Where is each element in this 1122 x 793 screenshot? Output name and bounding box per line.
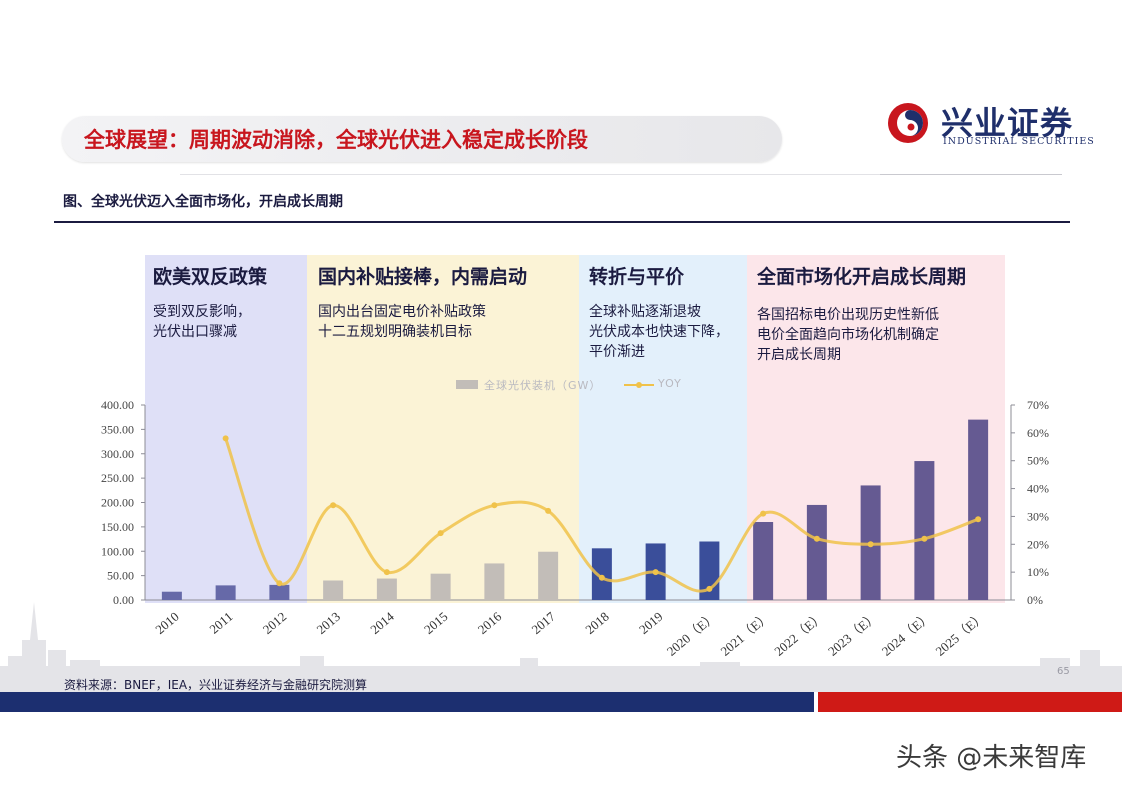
- left-axis-tick-label: 50.00: [107, 569, 134, 583]
- logo-chinese-name: 兴业证券: [941, 104, 1074, 142]
- footer-bar-blue: [0, 692, 814, 712]
- right-axis-tick-label: 0%: [1027, 593, 1043, 607]
- footer-bar-red: [818, 692, 1122, 712]
- bar-2021（E）: [753, 522, 774, 600]
- bar-2011: [215, 585, 236, 600]
- bar-2013: [323, 580, 344, 600]
- right-axis-tick-label: 50%: [1027, 454, 1049, 468]
- phase-panel-1: [145, 255, 307, 603]
- phase-desc-3: 全球补贴逐渐退坡 光伏成本也快速下降， 平价渐进: [589, 304, 729, 360]
- bar-2015: [430, 573, 451, 600]
- yoy-point: [652, 569, 659, 576]
- legend-line-label: YOY: [658, 377, 682, 390]
- left-axis-tick-label: 300.00: [101, 447, 134, 461]
- bar-2018: [591, 548, 612, 600]
- phase-desc-2: 国内出台固定电价补贴政策 十二五规划明确装机目标: [318, 304, 486, 340]
- bar-2024（E）: [914, 461, 935, 600]
- bar-2025（E）: [968, 419, 989, 600]
- bar-2016: [484, 563, 505, 600]
- header-divider: [782, 174, 1062, 175]
- company-logo: 兴业证券 INDUSTRIAL SECURITIES: [884, 96, 1106, 152]
- logo-english-name: INDUSTRIAL SECURITIES: [943, 136, 1095, 147]
- figure-title: 图、全球光伏迈入全面市场化，开启成长周期: [63, 194, 343, 210]
- footer-skyline: [0, 602, 1122, 692]
- watermark: 头条 @未来智库: [896, 743, 1087, 773]
- data-source: 资料来源：BNEF，IEA，兴业证券经济与金融研究院测算: [64, 678, 368, 692]
- phase-panel-2: [307, 255, 579, 603]
- header-divider-left: [180, 174, 880, 175]
- phase-desc-4: 各国招标电价出现历史性新低 电价全面趋向市场化机制确定 开启成长周期: [757, 307, 939, 363]
- yoy-point: [491, 502, 498, 509]
- logo-swirl-icon: [888, 103, 928, 143]
- yoy-point: [706, 585, 713, 592]
- left-axis-tick-label: 100.00: [101, 544, 134, 558]
- yoy-point: [222, 435, 229, 442]
- left-axis-tick-label: 350.00: [101, 422, 134, 436]
- legend-line-swatch: [624, 382, 654, 388]
- yoy-line: [224, 437, 979, 593]
- page-title: 全球展望：周期波动消除，全球光伏进入稳定成长阶段: [84, 128, 588, 152]
- left-axis-tick-label: 0.00: [113, 593, 134, 607]
- right-axis-tick-label: 30%: [1027, 509, 1049, 523]
- yoy-point: [545, 507, 552, 514]
- yoy-point: [330, 502, 337, 509]
- phase-title-3: 转折与平价: [589, 266, 685, 288]
- yoy-point: [598, 574, 605, 581]
- right-axis-tick-label: 20%: [1027, 537, 1049, 551]
- legend-bar-label: 全球光伏装机（GW）: [484, 379, 602, 392]
- left-axis-tick-label: 400.00: [101, 398, 134, 412]
- left-axis-tick-label: 250.00: [101, 471, 134, 485]
- legend-bar-swatch: [456, 380, 478, 389]
- left-axis-tick-label: 150.00: [101, 520, 134, 534]
- yoy-point: [276, 580, 283, 587]
- yoy-point: [813, 535, 820, 542]
- chart-legend: 全球光伏装机（GW） YOY: [456, 377, 696, 393]
- bar-2022（E）: [806, 504, 827, 600]
- title-banner: [62, 116, 782, 162]
- bar-2014: [376, 578, 397, 600]
- yoy-point: [760, 510, 767, 517]
- right-axis-tick-label: 10%: [1027, 565, 1049, 579]
- yoy-point: [383, 569, 390, 576]
- yoy-point: [975, 516, 982, 523]
- phase-title-1: 欧美双反政策: [153, 266, 268, 288]
- phase-title-2: 国内补贴接棒，内需启动: [318, 266, 528, 288]
- yoy-point: [921, 535, 928, 542]
- bar-2017: [538, 551, 559, 600]
- bar-2010: [161, 591, 182, 600]
- figure-title-rule: [54, 221, 1070, 223]
- yoy-point: [437, 530, 444, 537]
- installations-chart: 0.00 50.00 100.00 150.00 200.00 250.00 300.00 3…: [101, 398, 1049, 659]
- right-axis-tick-label: 40%: [1027, 482, 1049, 496]
- yoy-point: [867, 541, 874, 548]
- bar-2012: [269, 584, 290, 600]
- left-axis-tick-label: 200.00: [101, 496, 134, 510]
- right-axis-tick-label: 70%: [1027, 398, 1049, 412]
- right-axis-tick-label: 60%: [1027, 426, 1049, 440]
- page-number: 65: [1057, 666, 1070, 677]
- phase-title-4: 全面市场化开启成长周期: [757, 266, 967, 288]
- phase-desc-1: 受到双反影响， 光伏出口骤减: [153, 304, 251, 340]
